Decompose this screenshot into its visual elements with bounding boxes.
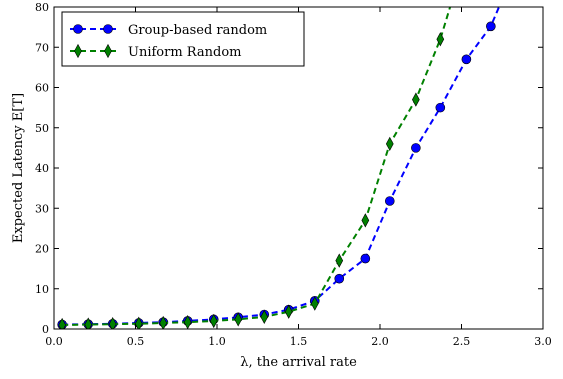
x-tick-label: 3.0	[534, 335, 552, 348]
legend-label: Group-based random	[128, 23, 267, 38]
data-point	[385, 136, 394, 151]
data-point	[334, 273, 345, 284]
legend-marker	[74, 43, 82, 59]
data-point	[461, 54, 472, 65]
data-point	[486, 21, 496, 32]
x-tick-label: 2.5	[453, 335, 471, 348]
legend-marker	[103, 24, 113, 34]
y-tick-label: 20	[35, 243, 49, 256]
data-point	[384, 196, 395, 206]
data-point	[360, 253, 371, 264]
x-tick-label: 2.0	[371, 335, 389, 348]
x-tick-label: 1.0	[208, 335, 226, 348]
data-point	[361, 213, 370, 228]
data-point	[436, 32, 445, 47]
y-tick-label: 0	[42, 323, 49, 336]
legend-marker	[104, 43, 112, 59]
axis-ticks: 0.0 0.5 1.0 1.5 2.0 2.5 3.0 0 10 20 30 40 50 60 70 80	[35, 1, 552, 348]
data-point	[84, 317, 93, 329]
data-point	[310, 296, 319, 311]
data-point	[234, 312, 243, 327]
y-tick-label: 50	[35, 122, 49, 135]
data-point	[260, 309, 269, 325]
series-layer	[57, 7, 500, 329]
data-point	[411, 143, 421, 153]
y-tick-label: 30	[35, 202, 49, 215]
data-point	[435, 102, 446, 113]
data-point	[412, 92, 420, 107]
y-tick-label: 80	[35, 1, 49, 14]
y-tick-label: 10	[35, 283, 49, 296]
data-point	[134, 316, 143, 329]
legend-box	[61, 11, 305, 67]
data-point	[108, 317, 117, 329]
y-tick-label: 70	[35, 41, 49, 54]
x-tick-label: 1.5	[290, 335, 308, 348]
data-point	[335, 253, 344, 268]
data-point	[58, 317, 66, 329]
legend: Group-based random Uniform Random	[61, 11, 305, 67]
x-tick-label: 0.0	[45, 335, 63, 348]
x-tick-label: 0.5	[127, 335, 145, 348]
y-tick-label: 40	[35, 162, 49, 175]
data-point	[159, 315, 168, 329]
legend-label: Uniform Random	[128, 45, 241, 60]
y-tick-label: 60	[35, 82, 49, 95]
legend-marker	[73, 24, 83, 34]
data-point	[209, 313, 218, 329]
data-point	[284, 304, 293, 319]
y-axis-label: Expected Latency E[T]	[11, 93, 26, 243]
x-axis-label: λ, the arrival rate	[240, 355, 357, 370]
